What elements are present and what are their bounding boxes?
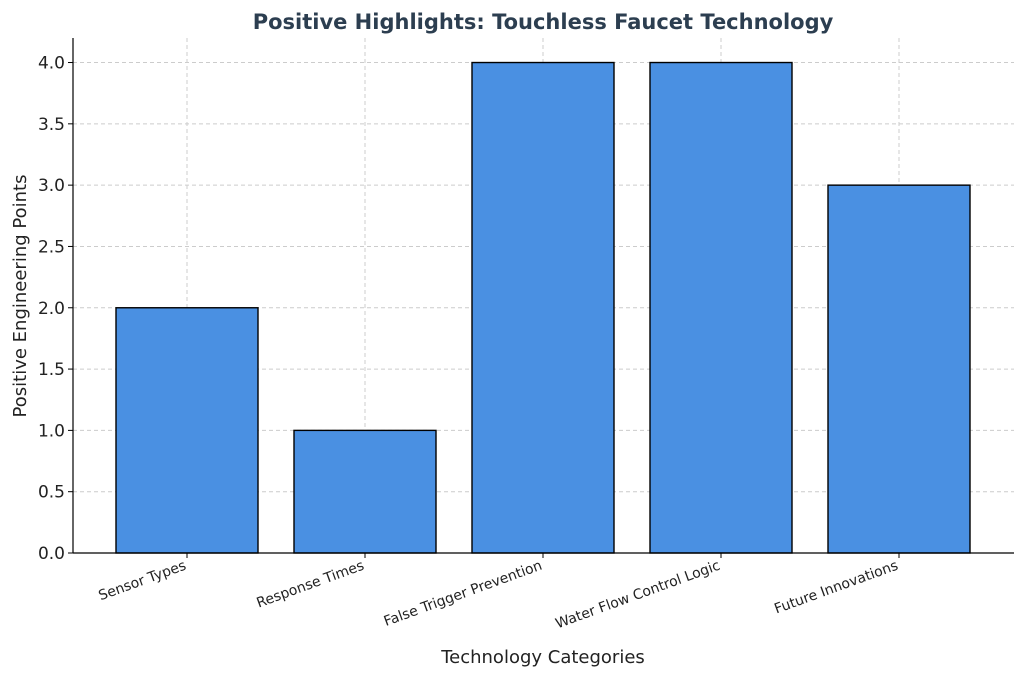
x-tick-labels: Sensor Types Response Times False Trigger … [97, 553, 900, 633]
y-tick-label: 1.0 [38, 421, 65, 441]
y-tick-label: 3.5 [38, 115, 65, 135]
y-tick-label: 2.5 [38, 237, 65, 257]
y-tick-label: 0.0 [38, 544, 65, 564]
x-tick-label: Water Flow Control Logic [553, 558, 722, 633]
y-tick-label: 4.0 [38, 54, 65, 74]
x-tick-label: Sensor Types [97, 558, 189, 604]
x-tick-label: Future Innovations [772, 558, 900, 618]
x-tick-label: False Trigger Prevention [382, 558, 545, 630]
y-tick-label: 2.0 [38, 299, 65, 319]
bar [293, 429, 437, 554]
x-tick-label: Response Times [254, 558, 366, 612]
x-axis-label: Technology Categories [440, 647, 645, 668]
y-axis-label: Positive Engineering Points [10, 175, 31, 418]
y-tick-label: 1.5 [38, 360, 65, 380]
bar [471, 61, 615, 554]
y-tick-label: 3.0 [38, 176, 65, 196]
bars-layer [115, 61, 971, 554]
chart-title: Positive Highlights: Touchless Faucet Te… [253, 10, 834, 34]
y-tick-labels: 0.0 0.5 1.0 1.5 2.0 2.5 3.0 3.5 4.0 [38, 54, 73, 564]
y-tick-label: 0.5 [38, 483, 65, 503]
bar [827, 184, 971, 554]
bar [649, 61, 793, 554]
bar [115, 307, 259, 554]
